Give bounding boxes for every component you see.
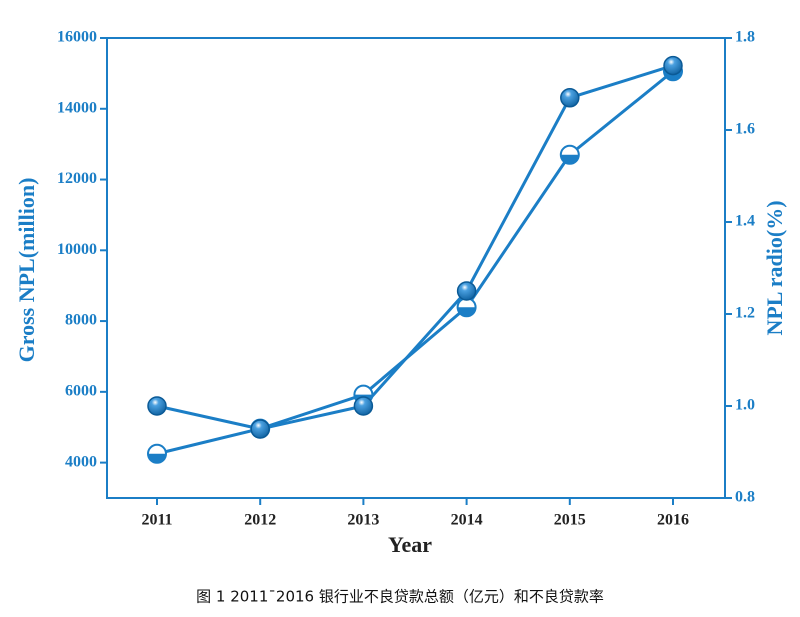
x-tick-label: 2011: [141, 512, 172, 529]
x-tick-label: 2015: [554, 512, 586, 529]
marker-half: [560, 154, 579, 164]
y2-tick-label: 0.8: [735, 489, 755, 506]
y2-tick-label: 1.0: [735, 397, 755, 414]
y2-tick-label: 1.6: [735, 121, 755, 138]
series-line: [156, 70, 674, 456]
marker: [353, 396, 374, 416]
plot-frame: [106, 37, 726, 499]
marker: [663, 55, 683, 76]
y2-tick-label: 1.4: [735, 213, 755, 230]
x-tick-label: 2016: [657, 512, 689, 529]
marker: [250, 419, 270, 439]
x-tick-label: 2014: [451, 512, 483, 529]
y-tick-label: 8000: [65, 312, 97, 329]
marker-half: [148, 453, 166, 463]
marker-half: [457, 307, 476, 317]
x-tick-label: 2013: [347, 512, 379, 529]
y-tick-label: 10000: [57, 241, 97, 258]
y-tick-label: 6000: [65, 383, 97, 400]
y2-axis-title: NPL radio(%): [762, 200, 787, 335]
y2-tick-label: 1.2: [735, 305, 755, 322]
y-tick-label: 14000: [57, 99, 97, 116]
y-axis-title: Gross NPL(million): [14, 178, 39, 363]
y-tick-label: 12000: [57, 170, 97, 187]
y-tick-label: 16000: [57, 29, 97, 46]
y-tick-label: 4000: [65, 453, 97, 470]
marker: [560, 88, 580, 108]
x-axis-title: Year: [388, 532, 432, 557]
marker: [147, 396, 167, 416]
series-line: [156, 64, 674, 431]
caption: 图 1 2011¯2016 银行业不良贷款总额（亿元）和不良贷款率: [196, 588, 604, 606]
x-tick-label: 2012: [244, 512, 276, 529]
marker: [456, 281, 477, 301]
y2-tick-label: 1.8: [735, 29, 755, 46]
